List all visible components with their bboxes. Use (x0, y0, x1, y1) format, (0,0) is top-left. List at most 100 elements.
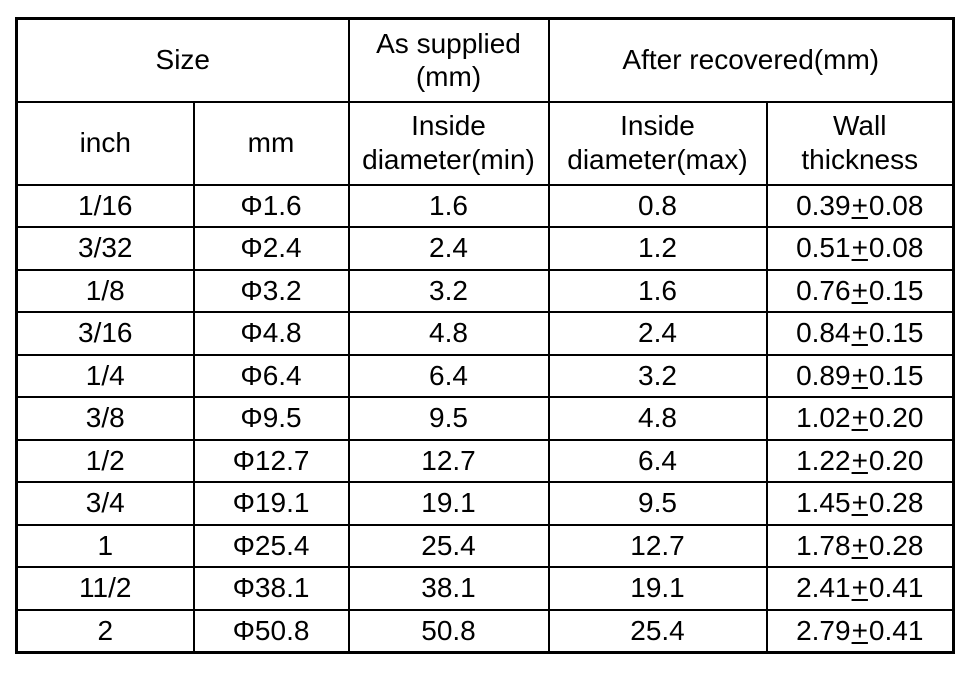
cell-inside-diameter-max: 12.7 (547, 523, 768, 568)
plus-minus-sign: + (851, 487, 868, 519)
cell-size-mm: Φ12.7 (192, 438, 350, 483)
table-row: 2 Φ50.8 50.8 25.4 2.79+0.41 (15, 608, 955, 653)
cell-size-mm: Φ25.4 (192, 523, 350, 568)
cell-inside-diameter-min: 2.4 (347, 226, 550, 271)
cell-wall-thickness: 2.79+0.41 (765, 608, 955, 653)
cell-inside-diameter-min: 19.1 (347, 481, 550, 526)
table-header: Size As supplied (mm) After recovered(mm… (15, 17, 955, 186)
cell-inside-diameter-min: 12.7 (347, 438, 550, 483)
cell-wall-thickness: 0.76+0.15 (765, 268, 955, 313)
plus-minus-sign: + (851, 572, 868, 604)
wall-base-value: 1.22 (796, 444, 851, 476)
table-row: 1/8 Φ3.2 3.2 1.6 0.76+0.15 (15, 268, 955, 313)
wall-tolerance-value: 0.15 (868, 274, 924, 306)
header-inside-diameter-max: Inside diameter(max) (547, 100, 768, 186)
wall-base-value: 0.84 (796, 317, 851, 349)
wall-tolerance-value: 0.08 (868, 232, 924, 264)
table-row: 3/16 Φ4.8 4.8 2.4 0.84+0.15 (15, 311, 955, 356)
cell-inside-diameter-max: 2.4 (547, 311, 768, 356)
size-spec-table: Size As supplied (mm) After recovered(mm… (15, 17, 955, 654)
cell-size-mm: Φ9.5 (192, 396, 350, 441)
cell-wall-thickness: 0.51+0.08 (765, 226, 955, 271)
cell-inside-diameter-min: 50.8 (347, 608, 550, 653)
cell-size-mm: Φ4.8 (192, 311, 350, 356)
header-group-row: Size As supplied (mm) After recovered(mm… (15, 17, 955, 103)
cell-inside-diameter-min: 6.4 (347, 353, 550, 398)
cell-size-mm: Φ1.6 (192, 183, 350, 228)
wall-base-value: 1.78 (796, 529, 851, 561)
table-row: 1/16 Φ1.6 1.6 0.8 0.39+0.08 (15, 183, 955, 228)
cell-inside-diameter-max: 9.5 (547, 481, 768, 526)
table-row: 1 Φ25.4 25.4 12.7 1.78+0.28 (15, 523, 955, 568)
cell-size-mm: Φ19.1 (192, 481, 350, 526)
cell-size-inch: 1/16 (15, 183, 195, 228)
wall-base-value: 1.02 (796, 402, 851, 434)
plus-minus-sign: + (851, 402, 868, 434)
table-row: 1/4 Φ6.4 6.4 3.2 0.89+0.15 (15, 353, 955, 398)
wall-tolerance-value: 0.15 (868, 317, 924, 349)
cell-inside-diameter-min: 1.6 (347, 183, 550, 228)
plus-minus-sign: + (851, 274, 868, 306)
cell-size-inch: 3/4 (15, 481, 195, 526)
cell-size-inch: 1/4 (15, 353, 195, 398)
table-row: 1/2 Φ12.7 12.7 6.4 1.22+0.20 (15, 438, 955, 483)
cell-size-mm: Φ38.1 (192, 566, 350, 611)
table-row: 3/32 Φ2.4 2.4 1.2 0.51+0.08 (15, 226, 955, 271)
wall-tolerance-value: 0.41 (868, 572, 924, 604)
cell-inside-diameter-min: 4.8 (347, 311, 550, 356)
cell-inside-diameter-min: 38.1 (347, 566, 550, 611)
cell-size-inch: 3/8 (15, 396, 195, 441)
wall-tolerance-value: 0.20 (868, 402, 924, 434)
cell-size-inch: 1/8 (15, 268, 195, 313)
plus-minus-sign: + (851, 189, 868, 221)
cell-inside-diameter-min: 9.5 (347, 396, 550, 441)
cell-size-mm: Φ2.4 (192, 226, 350, 271)
cell-size-mm: Φ50.8 (192, 608, 350, 653)
wall-base-value: 0.76 (796, 274, 851, 306)
cell-inside-diameter-max: 0.8 (547, 183, 768, 228)
plus-minus-sign: + (851, 359, 868, 391)
wall-base-value: 0.39 (796, 189, 851, 221)
cell-size-inch: 2 (15, 608, 195, 653)
cell-inside-diameter-max: 4.8 (547, 396, 768, 441)
wall-tolerance-value: 0.28 (868, 487, 924, 519)
cell-inside-diameter-min: 3.2 (347, 268, 550, 313)
wall-tolerance-value: 0.41 (868, 614, 924, 646)
wall-base-value: 2.79 (796, 614, 851, 646)
cell-size-inch: 11/2 (15, 566, 195, 611)
table-row: 3/4 Φ19.1 19.1 9.5 1.45+0.28 (15, 481, 955, 526)
cell-inside-diameter-max: 3.2 (547, 353, 768, 398)
cell-inside-diameter-min: 25.4 (347, 523, 550, 568)
wall-tolerance-value: 0.15 (868, 359, 924, 391)
plus-minus-sign: + (851, 614, 868, 646)
header-inside-diameter-min: Inside diameter(min) (347, 100, 550, 186)
cell-inside-diameter-max: 19.1 (547, 566, 768, 611)
cell-wall-thickness: 2.41+0.41 (765, 566, 955, 611)
header-after-recovered: After recovered(mm) (547, 17, 955, 103)
header-mm: mm (192, 100, 350, 186)
cell-wall-thickness: 1.78+0.28 (765, 523, 955, 568)
cell-size-inch: 3/32 (15, 226, 195, 271)
wall-tolerance-value: 0.08 (868, 189, 924, 221)
cell-size-inch: 1 (15, 523, 195, 568)
wall-base-value: 0.89 (796, 359, 851, 391)
table-body: 1/16 Φ1.6 1.6 0.8 0.39+0.08 3/32 Φ2.4 2.… (15, 183, 955, 653)
plus-minus-sign: + (851, 444, 868, 476)
header-wall-thickness: Wall thickness (765, 100, 955, 186)
cell-inside-diameter-max: 6.4 (547, 438, 768, 483)
header-sub-row: inch mm Inside diameter(min) Inside diam… (15, 100, 955, 186)
wall-base-value: 1.45 (796, 487, 851, 519)
cell-wall-thickness: 1.45+0.28 (765, 481, 955, 526)
cell-inside-diameter-max: 1.6 (547, 268, 768, 313)
cell-size-mm: Φ6.4 (192, 353, 350, 398)
wall-base-value: 0.51 (796, 232, 851, 264)
header-inch: inch (15, 100, 195, 186)
cell-size-mm: Φ3.2 (192, 268, 350, 313)
cell-wall-thickness: 1.02+0.20 (765, 396, 955, 441)
cell-inside-diameter-max: 1.2 (547, 226, 768, 271)
plus-minus-sign: + (851, 317, 868, 349)
plus-minus-sign: + (851, 529, 868, 561)
header-size: Size (15, 17, 350, 103)
cell-size-inch: 3/16 (15, 311, 195, 356)
wall-tolerance-value: 0.20 (868, 444, 924, 476)
